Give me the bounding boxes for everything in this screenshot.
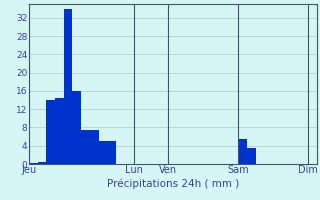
Bar bbox=[37, 162, 46, 164]
Bar bbox=[90, 130, 99, 164]
Bar bbox=[64, 9, 72, 164]
Bar bbox=[72, 91, 81, 164]
X-axis label: Précipitations 24h ( mm ): Précipitations 24h ( mm ) bbox=[107, 178, 239, 189]
Bar bbox=[99, 141, 107, 164]
Bar bbox=[238, 139, 247, 164]
Bar bbox=[81, 130, 90, 164]
Bar bbox=[55, 98, 64, 164]
Bar bbox=[29, 163, 37, 164]
Bar bbox=[46, 100, 55, 164]
Bar bbox=[247, 148, 256, 164]
Bar bbox=[107, 141, 116, 164]
